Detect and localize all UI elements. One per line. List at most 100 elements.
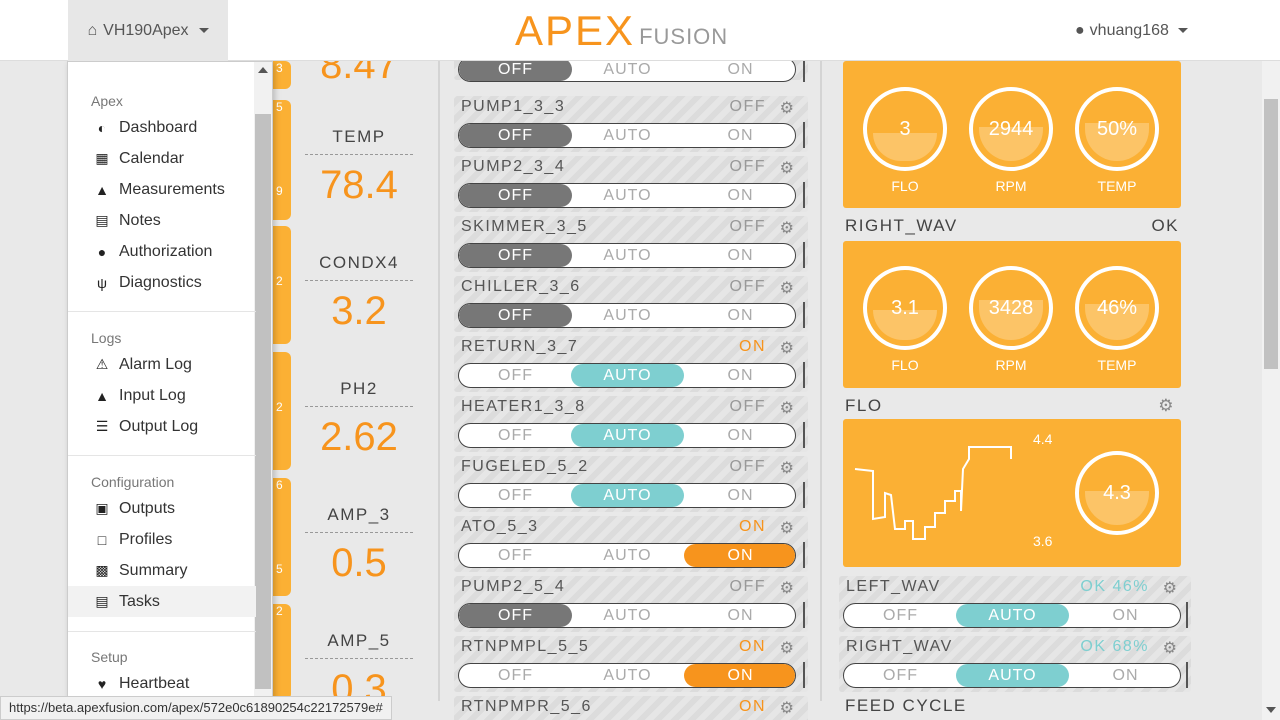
left-wav-panel[interactable]: 3 FLO 2944 RPM 50% TEMP bbox=[843, 61, 1181, 208]
gear-icon[interactable]: ⚙ bbox=[779, 640, 794, 657]
switch-off[interactable]: OFF bbox=[498, 487, 533, 504]
switch-auto[interactable]: AUTO bbox=[603, 607, 652, 624]
gear-icon[interactable]: ⚙ bbox=[779, 220, 794, 237]
gear-icon[interactable]: ⚙ bbox=[779, 340, 794, 357]
user-dropdown[interactable]: ● vhuang168 bbox=[1075, 0, 1188, 61]
outlet-card: RTNPMPL_5_5 ON ⚙ OFF AUTO ON bbox=[454, 636, 808, 692]
stethoscope-icon: ψ bbox=[97, 274, 107, 291]
menu-item-diagnostics[interactable]: ψ Diagnostics bbox=[68, 267, 256, 298]
menu-item-calendar[interactable]: ▦ Calendar bbox=[68, 143, 256, 174]
switch-auto[interactable]: AUTO bbox=[571, 364, 684, 387]
menu-heading: Configuration bbox=[91, 474, 175, 490]
switch-off[interactable]: OFF bbox=[883, 607, 918, 624]
outlet-state: OFF bbox=[729, 578, 766, 595]
input-name[interactable]: AMP_3 bbox=[327, 505, 391, 524]
menu-item-measurements[interactable]: ▲ Measurements bbox=[68, 174, 256, 205]
tile-stub: 2 bbox=[273, 226, 291, 344]
outlet-card: LEFT_WAV OK 46% ⚙ OFF AUTO ON bbox=[839, 576, 1191, 632]
menu-item-output-log[interactable]: ☰ Output Log bbox=[68, 411, 256, 442]
switch-on[interactable]: ON bbox=[727, 187, 754, 204]
switch-off[interactable]: OFF bbox=[459, 58, 572, 81]
switch-auto[interactable]: AUTO bbox=[603, 247, 652, 264]
switch-on[interactable]: ON bbox=[727, 61, 754, 78]
menu-group-apex: Apex ◐ Dashboard ▦ Calendar ▲ Measurements … bbox=[68, 90, 256, 298]
switch-on[interactable]: ON bbox=[727, 427, 754, 444]
switch-auto[interactable]: AUTO bbox=[603, 127, 652, 144]
gear-icon[interactable]: ⚙ bbox=[779, 460, 794, 477]
switch-off[interactable]: OFF bbox=[498, 427, 533, 444]
menu-item-summary[interactable]: ▩ Summary bbox=[68, 555, 256, 586]
switch-off[interactable]: OFF bbox=[459, 124, 572, 147]
switch-auto[interactable]: AUTO bbox=[956, 664, 1069, 687]
switch-on[interactable]: ON bbox=[727, 367, 754, 384]
switch-auto[interactable]: AUTO bbox=[603, 667, 652, 684]
page-scrollbar[interactable] bbox=[1262, 61, 1280, 720]
switch-auto[interactable]: AUTO bbox=[603, 61, 652, 78]
menu-item-notes[interactable]: ▤ Notes bbox=[68, 205, 256, 236]
gauge-label: RPM bbox=[995, 178, 1027, 194]
input-name[interactable]: CONDX4 bbox=[319, 253, 399, 272]
right-wav-header: RIGHT_WAV OK bbox=[845, 216, 1179, 235]
menu-scrollbar[interactable] bbox=[254, 62, 272, 700]
gear-icon[interactable]: ⚙ bbox=[779, 700, 794, 717]
switch-on[interactable]: ON bbox=[1112, 667, 1139, 684]
gear-icon[interactable]: ⚙ bbox=[1158, 396, 1175, 415]
column-divider bbox=[438, 61, 440, 701]
switch-off[interactable]: OFF bbox=[459, 184, 572, 207]
input-name[interactable]: TEMP bbox=[332, 127, 386, 146]
gear-icon[interactable]: ⚙ bbox=[779, 520, 794, 537]
switch-on[interactable]: ON bbox=[1112, 607, 1139, 624]
apex-fusion-logo[interactable]: APEX FUSION bbox=[515, 7, 729, 54]
menu-item-profiles[interactable]: □ Profiles bbox=[68, 524, 256, 555]
gear-icon[interactable]: ⚙ bbox=[779, 160, 794, 177]
flo-panel[interactable]: 4.4 3.6 4.3 bbox=[843, 419, 1181, 567]
menu-item-input-log[interactable]: ▲ Input Log bbox=[68, 380, 256, 411]
switch-off[interactable]: OFF bbox=[498, 667, 533, 684]
gear-icon[interactable]: ⚙ bbox=[1162, 580, 1177, 597]
menu-item-heartbeat[interactable]: ♥ Heartbeat bbox=[68, 668, 256, 699]
gear-icon[interactable]: ⚙ bbox=[779, 580, 794, 597]
switch-auto[interactable]: AUTO bbox=[571, 424, 684, 447]
switch-auto[interactable]: AUTO bbox=[571, 484, 684, 507]
switch-auto[interactable]: AUTO bbox=[603, 547, 652, 564]
switch-on[interactable]: ON bbox=[684, 544, 795, 567]
switch-off[interactable]: OFF bbox=[883, 667, 918, 684]
switch-off[interactable]: OFF bbox=[459, 244, 572, 267]
menu-item-outputs[interactable]: ▣ Outputs bbox=[68, 493, 256, 524]
switch-on[interactable]: ON bbox=[727, 127, 754, 144]
right-wav-panel[interactable]: 3.1 FLO 3428 RPM 46% TEMP bbox=[843, 241, 1181, 388]
outlet-state: OFF bbox=[729, 398, 766, 415]
menu-group-setup: Setup ♥ Heartbeat bbox=[68, 646, 256, 699]
switch-off[interactable]: OFF bbox=[498, 547, 533, 564]
switch-on[interactable]: ON bbox=[684, 664, 795, 687]
switch-auto[interactable]: AUTO bbox=[956, 604, 1069, 627]
tile-stub: 2 bbox=[273, 352, 291, 470]
switch-auto[interactable]: AUTO bbox=[603, 187, 652, 204]
switch-on[interactable]: ON bbox=[727, 607, 754, 624]
switch-on[interactable]: ON bbox=[727, 487, 754, 504]
gear-icon[interactable]: ⚙ bbox=[779, 400, 794, 417]
outlet-bar bbox=[1186, 662, 1188, 688]
outlet-switch: OFF AUTO ON bbox=[458, 303, 796, 328]
input-name[interactable]: PH2 bbox=[340, 379, 378, 398]
gear-icon[interactable]: ⚙ bbox=[1162, 640, 1177, 657]
outlet-bar bbox=[803, 602, 805, 628]
switch-off[interactable]: OFF bbox=[459, 604, 572, 627]
gear-icon[interactable]: ⚙ bbox=[779, 280, 794, 297]
menu-item-alarm-log[interactable]: ⚠ Alarm Log bbox=[68, 349, 256, 380]
switch-off[interactable]: OFF bbox=[459, 304, 572, 327]
flo-min-label: 3.6 bbox=[1033, 533, 1053, 549]
gear-icon[interactable]: ⚙ bbox=[779, 100, 794, 117]
input-name[interactable]: AMP_5 bbox=[327, 631, 391, 650]
menu-item-authorization[interactable]: ● Authorization bbox=[68, 236, 256, 267]
outlet-name: SKIMMER_3_5 bbox=[461, 218, 588, 235]
switch-off[interactable]: OFF bbox=[498, 367, 533, 384]
flo-sparkline bbox=[854, 446, 1012, 540]
device-dropdown[interactable]: ⌂ VH190Apex bbox=[68, 0, 228, 61]
menu-item-dashboard[interactable]: ◐ Dashboard bbox=[68, 112, 256, 143]
switch-auto[interactable]: AUTO bbox=[603, 307, 652, 324]
outlet-switch: OFF AUTO ON bbox=[843, 663, 1181, 688]
switch-on[interactable]: ON bbox=[727, 307, 754, 324]
menu-item-tasks[interactable]: ▤ Tasks bbox=[68, 586, 256, 617]
switch-on[interactable]: ON bbox=[727, 247, 754, 264]
